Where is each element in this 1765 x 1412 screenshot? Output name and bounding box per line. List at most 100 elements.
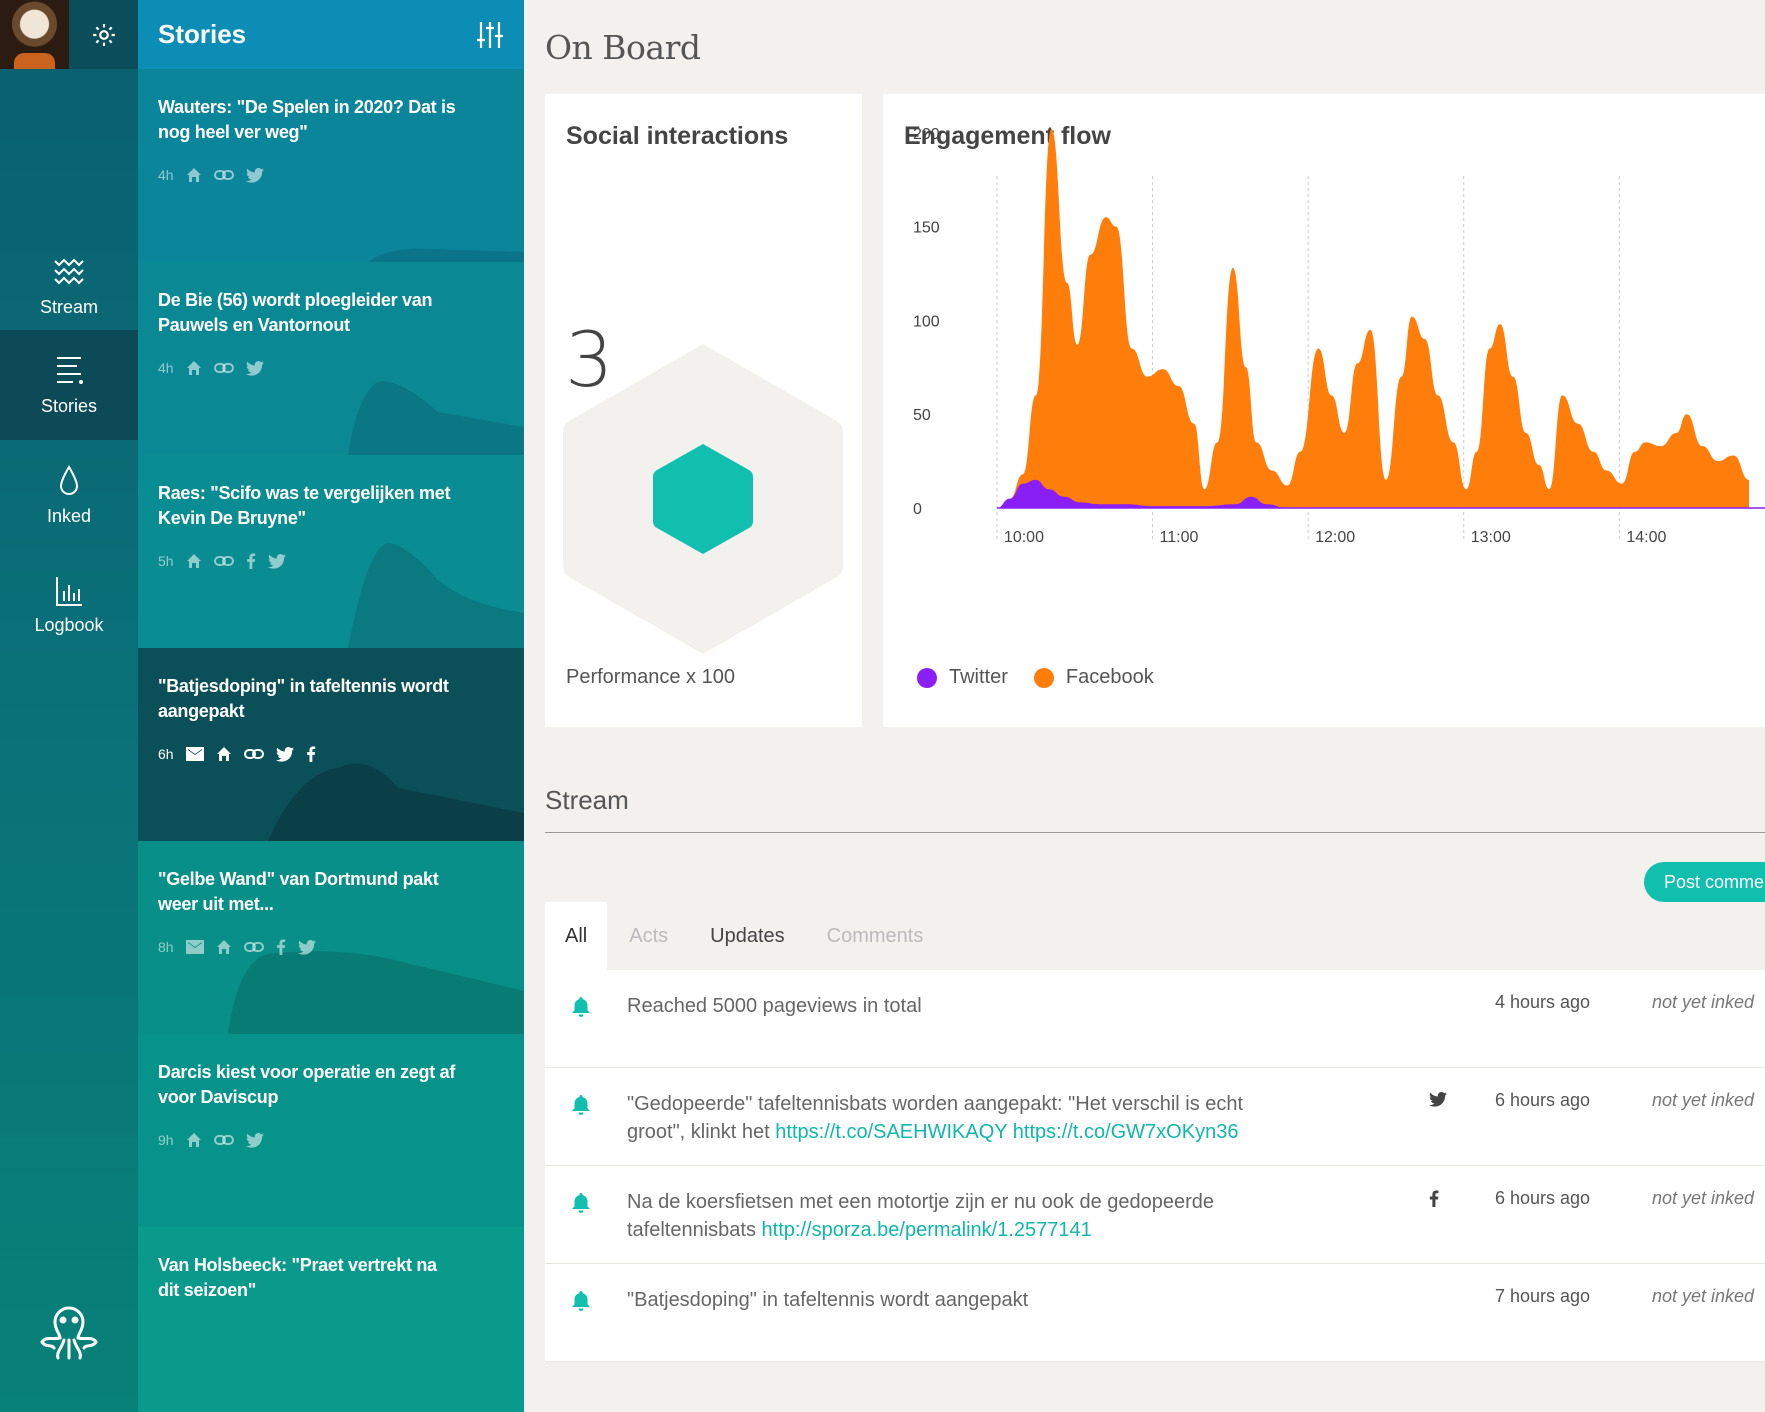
legend-label: Facebook <box>1065 666 1154 688</box>
stream-text: Na de koersfietsen met een motortje zijn… <box>627 1188 1247 1244</box>
drop-icon <box>59 464 79 495</box>
story-item[interactable]: Van Holsbeeck: "Praet vertrekt na dit se… <box>138 1227 524 1412</box>
tab-all[interactable]: All <box>545 902 608 970</box>
y-tick-label: 0 <box>913 501 922 518</box>
story-item[interactable]: "Batjesdoping" in tafeltennis wordt aang… <box>138 648 524 841</box>
twitter-icon <box>245 1132 264 1148</box>
story-item[interactable]: De Bie (56) wordt ploegleider van Pauwel… <box>138 262 524 455</box>
facebook-icon <box>1429 1190 1439 1207</box>
stream-link[interactable]: https://t.co/SAEHWIKAQY <box>775 1121 1008 1143</box>
stream-time: 6 hours ago <box>1495 1090 1591 1110</box>
card-title: Social interactions <box>566 122 789 150</box>
stories-header: Stories <box>138 0 524 69</box>
rail-item-label: Inked <box>46 505 92 526</box>
story-sparkline <box>138 248 524 262</box>
stream-row: "Batjesdoping" in tafeltennis wordt aang… <box>545 1264 1765 1362</box>
story-sparkline <box>138 951 524 1034</box>
twitter-icon <box>245 167 264 183</box>
main-content: On Board Social interactions 3 Performan… <box>524 0 1765 1412</box>
y-tick-label: 200 <box>913 126 940 143</box>
bell-icon <box>572 1291 590 1311</box>
link-icon <box>213 363 234 373</box>
story-sparkline <box>138 543 524 648</box>
post-comment-button[interactable]: Post comment <box>1644 862 1765 902</box>
engagement-flow-chart: 0 50 100 150 200 10:00 11:00 12:00 13:00 14:00 <box>913 126 1765 546</box>
x-tick-label: 13:00 <box>1471 529 1511 546</box>
social-interactions-card: Social interactions 3 Performance x 100 <box>545 94 862 727</box>
divider <box>545 832 1765 833</box>
series-area-twitter <box>971 479 1749 508</box>
story-meta: 4h <box>158 360 264 376</box>
stream-tabs: All Acts Updates Comments <box>545 902 945 970</box>
facebook-icon <box>306 746 315 762</box>
story-time: 5h <box>158 553 174 569</box>
legend-swatch <box>917 667 937 688</box>
left-rail: Stream Stories Inked Logbook <box>0 0 138 1412</box>
rail-item-logbook[interactable]: Logbook <box>0 550 138 660</box>
story-meta: 6h <box>158 746 316 762</box>
y-tick-label: 100 <box>913 313 940 330</box>
x-tick-label: 11:00 <box>1160 529 1199 546</box>
story-item[interactable]: Raes: "Scifo was te vergelijken met Kevi… <box>138 455 524 648</box>
stream-time: 7 hours ago <box>1495 1286 1591 1306</box>
legend-item[interactable]: Facebook <box>1033 666 1154 689</box>
story-time: 4h <box>158 360 174 376</box>
stream-row: Reached 5000 pageviews in total 4 hours a… <box>545 970 1765 1068</box>
twitter-icon <box>267 553 286 569</box>
legend-item[interactable]: Twitter <box>917 666 1008 689</box>
rail-item-stories[interactable]: Stories <box>0 330 138 440</box>
stream-row: Na de koersfietsen met een motortje zijn… <box>545 1166 1765 1264</box>
stream-row: "Gedopeerde" tafeltennisbats worden aang… <box>545 1068 1765 1166</box>
social-interactions-value: 3 <box>565 315 614 404</box>
story-title: "Batjesdoping" in tafeltennis wordt aang… <box>158 676 449 721</box>
filter-sliders-icon[interactable] <box>476 20 504 50</box>
story-meta: 8h <box>158 939 316 955</box>
stream-link[interactable]: https://t.co/GW7xOKyn36 <box>1012 1121 1239 1143</box>
facebook-icon <box>246 553 255 569</box>
mail-icon <box>185 940 204 954</box>
bell-icon <box>572 997 590 1017</box>
stream-message: Reached 5000 pageviews in total <box>627 995 922 1017</box>
story-time: 6h <box>158 746 174 762</box>
home-icon <box>216 747 231 761</box>
stream-text: "Gedopeerde" tafeltennisbats worden aang… <box>627 1090 1247 1146</box>
twitter-icon <box>297 939 316 955</box>
y-tick-label: 150 <box>913 220 940 237</box>
tab-comments[interactable]: Comments <box>826 924 924 947</box>
story-time: 9h <box>158 1132 174 1148</box>
x-tick-label: 12:00 <box>1315 529 1355 546</box>
y-tick-label: 50 <box>913 407 931 424</box>
story-item[interactable]: Wauters: "De Spelen in 2020? Dat is nog … <box>138 69 524 262</box>
home-icon <box>186 554 201 568</box>
link-icon <box>243 942 264 952</box>
home-icon <box>186 1133 201 1147</box>
stories-title: Stories <box>158 19 247 49</box>
performance-label: Performance x 100 <box>566 666 735 688</box>
facebook-icon <box>276 939 285 955</box>
gear-icon[interactable] <box>69 0 138 69</box>
story-title: Wauters: "De Spelen in 2020? Dat is nog … <box>158 97 456 142</box>
octopus-logo-icon[interactable] <box>31 1290 107 1366</box>
rail-item-label: Stream <box>39 296 99 317</box>
stream-text: Reached 5000 pageviews in total <box>627 992 1247 1020</box>
tab-updates[interactable]: Updates <box>710 924 785 947</box>
legend-label: Twitter <box>949 666 1008 688</box>
stream-status: not yet inked <box>1652 992 1755 1012</box>
stream-status: not yet inked <box>1652 1286 1755 1306</box>
rail-item-stream[interactable]: Stream <box>0 230 138 340</box>
story-meta: 5h <box>158 553 286 569</box>
story-item[interactable]: "Gelbe Wand" van Dortmund pakt weer uit … <box>138 841 524 1034</box>
tab-acts[interactable]: Acts <box>629 924 669 947</box>
stream-link[interactable]: http://sporza.be/permalink/1.2577141 <box>761 1219 1092 1241</box>
story-title: De Bie (56) wordt ploegleider van Pauwel… <box>158 290 433 335</box>
avatar[interactable] <box>0 0 69 69</box>
twitter-icon <box>275 746 294 762</box>
list-icon <box>57 356 83 384</box>
stream-title: Stream <box>545 785 629 815</box>
rail-item-inked[interactable]: Inked <box>0 440 138 550</box>
story-sparkline <box>138 763 524 841</box>
page-title: On Board <box>545 28 701 67</box>
story-item[interactable]: Darcis kiest voor operatie en zegt af vo… <box>138 1034 524 1227</box>
bell-icon <box>572 1193 590 1213</box>
story-title: Raes: "Scifo was te vergelijken met Kevi… <box>158 483 451 528</box>
